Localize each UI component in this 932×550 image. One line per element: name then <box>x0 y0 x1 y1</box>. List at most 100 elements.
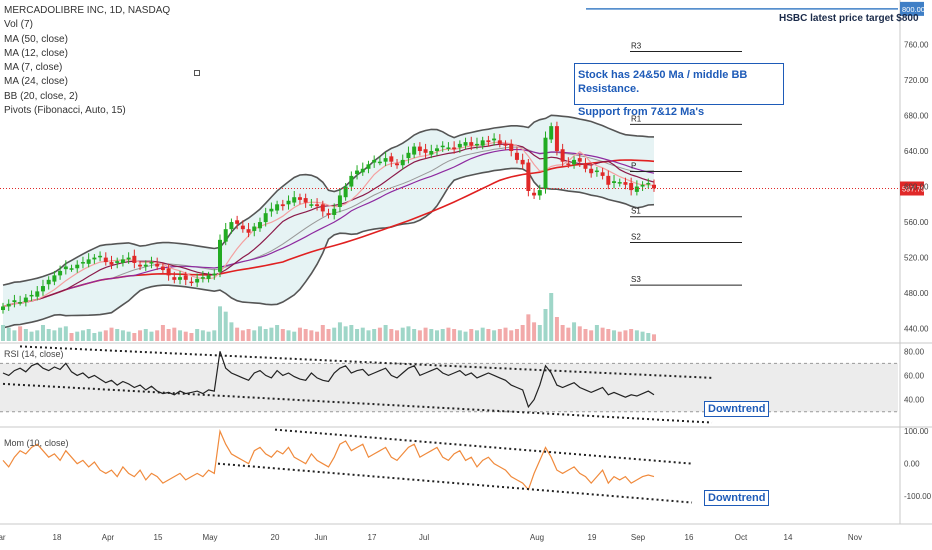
volume-bar <box>183 331 188 341</box>
price-target-tag: 800.00 <box>902 5 925 14</box>
legend-vol[interactable]: Vol (7) <box>4 19 33 31</box>
candle-body <box>172 277 177 280</box>
candle-body <box>497 140 502 144</box>
volume-bar <box>554 317 559 341</box>
volume-bar <box>623 330 628 341</box>
volume-bar <box>549 293 554 341</box>
pivot-label-r3: R3 <box>631 42 642 51</box>
time-tick-label: 19 <box>588 533 597 542</box>
volume-bar <box>492 330 497 341</box>
legend-ma24[interactable]: MA (24, close) <box>4 76 68 88</box>
legend-title[interactable]: MERCADOLIBRE INC, 1D, NASDAQ <box>4 5 171 16</box>
legend-bb[interactable]: BB (20, close, 2) <box>4 90 78 102</box>
time-tick-label: 20 <box>271 533 280 542</box>
candle-body <box>549 126 554 140</box>
resistance-note[interactable]: Stock has 24&50 Ma / middle BB Resistanc… <box>574 63 784 118</box>
candle-body <box>40 286 45 292</box>
legend-ma12[interactable]: MA (12, close) <box>4 47 68 59</box>
time-tick-label: ar <box>0 533 6 542</box>
candle-body <box>69 268 74 270</box>
candle-body <box>652 184 656 189</box>
candle-body <box>286 200 291 205</box>
volume-bar <box>58 327 63 341</box>
volume-bar <box>377 327 382 341</box>
candle-body <box>189 281 194 284</box>
volume-bar <box>417 330 422 341</box>
volume-bar <box>372 329 377 341</box>
volume-bar <box>63 326 68 341</box>
note-line-2: Support from 7&12 Ma's <box>578 106 705 118</box>
candle-body <box>612 181 617 183</box>
volume-bar <box>263 329 268 341</box>
candle-body <box>617 182 622 184</box>
candle-body <box>566 163 571 165</box>
candle-body <box>446 147 451 149</box>
time-tick-label: Sep <box>631 533 646 542</box>
candle-body <box>372 159 377 163</box>
time-tick-label: 17 <box>368 533 377 542</box>
candle-body <box>355 170 360 175</box>
momentum-trendline-lower <box>217 462 693 504</box>
volume-bar <box>435 330 439 341</box>
legend-pivots[interactable]: Pivots (Fibonacci, Auto, 15) <box>4 105 126 117</box>
price-tick-label: 720.00 <box>904 76 929 85</box>
volume-bar <box>98 331 103 341</box>
volume-bar <box>195 329 200 341</box>
volume-bar <box>143 329 148 341</box>
candle-body <box>606 175 611 185</box>
momentum-trendline-upper <box>274 428 693 465</box>
volume-bar <box>474 330 479 341</box>
volume-bar <box>252 330 257 341</box>
candle-body <box>52 275 57 282</box>
candle-body <box>46 279 51 285</box>
candle-body <box>526 162 531 191</box>
candle-body <box>80 262 85 264</box>
last-price-tag-bg <box>900 181 924 196</box>
volume-bar <box>126 331 131 341</box>
volume-bar <box>617 331 622 341</box>
candle-body <box>406 152 411 159</box>
volume-bar <box>115 329 120 341</box>
volume-bar <box>280 329 285 341</box>
volume-bar <box>452 329 457 341</box>
candle-body <box>212 273 217 276</box>
candle-body <box>18 302 23 304</box>
price-tick-label: 600.00 <box>904 183 929 192</box>
volume-bar <box>566 327 571 341</box>
volume-bar <box>166 329 171 341</box>
legend-ma7[interactable]: MA (7, close) <box>4 62 63 74</box>
candle-body <box>132 255 137 263</box>
candle-body <box>554 126 559 152</box>
candle-body <box>337 195 342 207</box>
volume-bar <box>526 314 531 341</box>
volume-bar <box>612 330 617 341</box>
indicator-legend: MERCADOLIBRE INC, 1D, NASDAQ Vol (7) MA … <box>4 4 170 118</box>
candle-body <box>63 266 68 270</box>
volume-bar <box>423 327 428 341</box>
candle-body <box>474 143 479 146</box>
momentum-tick-label: 100.00 <box>904 427 929 436</box>
volume-bar <box>35 330 40 341</box>
candle-body <box>629 182 634 191</box>
volume-bar <box>446 327 451 341</box>
volume-bar <box>109 327 114 341</box>
volume-bar <box>218 306 222 341</box>
volume-bar <box>92 333 97 341</box>
volume-bar <box>532 322 537 341</box>
candle-body <box>206 275 211 279</box>
volume-bar <box>6 327 11 341</box>
volume-bar <box>395 330 400 341</box>
rsi-downtrend-label[interactable]: Downtrend <box>704 401 770 417</box>
candle-body <box>75 264 80 269</box>
rsi-line <box>2 351 655 409</box>
candle-body <box>514 152 519 160</box>
collapse-legend-icon[interactable] <box>194 70 200 76</box>
candle-body <box>589 168 594 174</box>
volume-bar <box>640 331 645 341</box>
momentum-downtrend-label[interactable]: Downtrend <box>704 490 770 506</box>
candle-body <box>389 156 394 162</box>
candle-body <box>326 213 331 215</box>
bollinger-upper <box>2 114 655 286</box>
legend-ma50[interactable]: MA (50, close) <box>4 33 68 45</box>
candle-body <box>543 137 548 189</box>
